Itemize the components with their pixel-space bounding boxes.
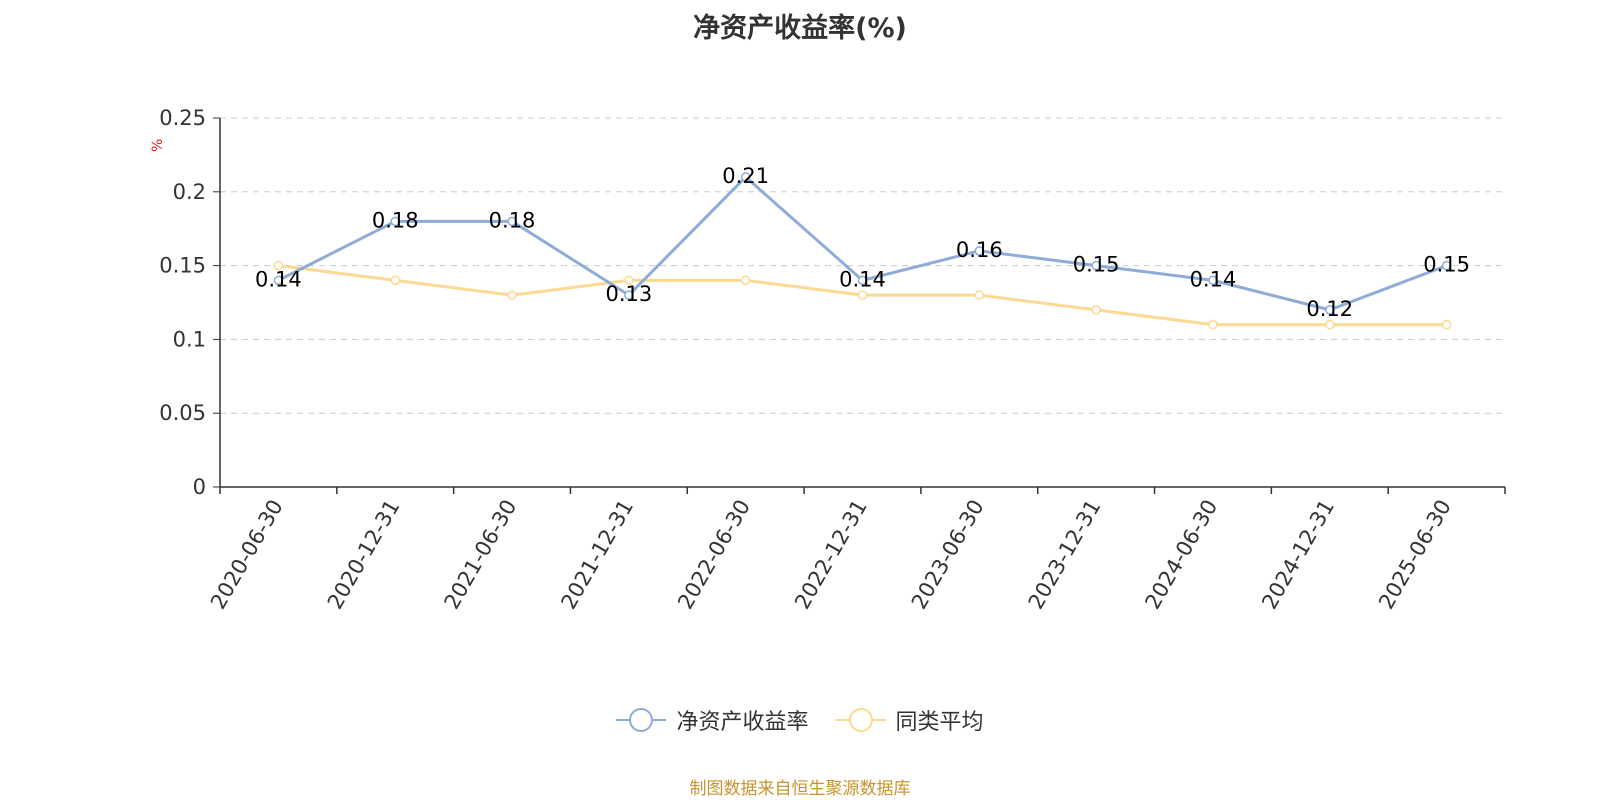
- grid-lines: [220, 117, 1505, 414]
- y-tick-label: 0.05: [159, 401, 206, 425]
- legend-marker-peer-average-icon: [835, 707, 886, 733]
- legend: 净资产收益率 同类平均: [0, 704, 1600, 739]
- data-label-roe: 0.16: [956, 238, 1003, 262]
- data-label-roe: 0.13: [605, 282, 652, 306]
- point-peer-average: [273, 260, 284, 271]
- x-tick-label: 2021-12-31: [556, 496, 638, 614]
- point-peer-average: [390, 275, 400, 286]
- point-roe: [740, 172, 751, 182]
- point-roe: [857, 275, 868, 286]
- chart-title: 净资产收益率(%): [693, 13, 907, 44]
- point-roe: [974, 246, 985, 256]
- data-label-roe: 0.14: [839, 267, 886, 291]
- point-roe: [1325, 305, 1335, 315]
- point-peer-average: [1325, 319, 1335, 330]
- point-peer-average: [1091, 305, 1101, 315]
- legend-item-peer-average[interactable]: 同类平均: [835, 704, 984, 736]
- source-note: 制图数据来自恒生聚源数据库: [689, 779, 911, 799]
- x-tick-label: 2023-06-30: [907, 495, 989, 613]
- data-label-roe: 0.12: [1306, 297, 1353, 321]
- legend-label-peer-average: 同类平均: [895, 710, 984, 735]
- x-tick-label: 2020-12-31: [323, 496, 405, 614]
- y-tick-label: 0.15: [159, 254, 206, 278]
- axes: 0 0.05 0.1 0.15 0.2 0.25 2020-06-30 2020-12-31 2…: [159, 106, 1506, 614]
- point-peer-average: [974, 290, 985, 300]
- series-lines: [273, 172, 1452, 330]
- y-tick-label: 0: [193, 475, 206, 499]
- data-label-roe: 0.15: [1073, 253, 1120, 277]
- data-label-roe: 0.21: [722, 164, 769, 188]
- point-roe: [273, 275, 284, 286]
- x-tick-label: 2021-06-30: [440, 496, 522, 614]
- legend-label-roe: 净资产收益率: [676, 710, 809, 735]
- data-label-roe: 0.18: [489, 208, 536, 232]
- x-tick-label: 2022-12-31: [790, 496, 872, 614]
- point-peer-average: [1441, 319, 1452, 330]
- y-tick-label: 0.2: [173, 180, 206, 204]
- point-peer-average: [507, 290, 517, 300]
- point-roe: [1441, 260, 1452, 271]
- point-roe: [507, 216, 517, 227]
- x-tick-label: 2024-06-30: [1140, 496, 1222, 614]
- data-label-roe: 0.18: [372, 208, 419, 232]
- y-axis-unit-label: %: [150, 138, 166, 152]
- x-tick-label: 2022-06-30: [673, 496, 755, 614]
- x-tick-label: 2025-06-30: [1374, 496, 1456, 614]
- y-tick-label: 0.25: [159, 106, 206, 130]
- data-label-roe: 0.14: [255, 267, 302, 291]
- point-roe: [1208, 275, 1218, 286]
- legend-marker-roe-icon: [616, 707, 667, 733]
- legend-item-roe[interactable]: 净资产收益率: [616, 704, 809, 736]
- x-tick-label: 2023-12-31: [1024, 496, 1106, 614]
- point-peer-average: [1208, 319, 1218, 330]
- point-peer-average: [740, 275, 751, 286]
- data-label-roe: 0.14: [1190, 267, 1237, 291]
- point-roe: [390, 216, 400, 227]
- y-tick-label: 0.1: [173, 327, 206, 351]
- point-roe: [1091, 260, 1101, 271]
- point-roe: [624, 290, 634, 300]
- data-label-roe: 0.15: [1423, 253, 1470, 277]
- point-peer-average: [624, 275, 634, 286]
- x-tick-label: 2020-06-30: [206, 496, 288, 614]
- point-peer-average: [857, 290, 868, 300]
- x-tick-label: 2024-12-31: [1257, 496, 1339, 614]
- data-labels: 0.14 0.18 0.18 0.13 0.21 0.14 0.16 0.15 0.14 0.12…: [255, 164, 1470, 321]
